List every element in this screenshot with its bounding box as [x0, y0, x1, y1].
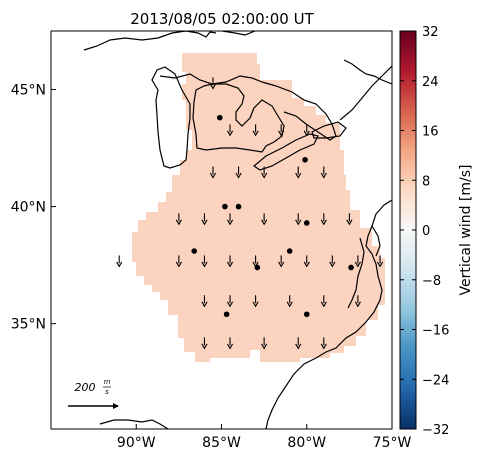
latitude-axis: 35°N 40°N 45°N	[11, 83, 56, 333]
gulf-coast-florida-panhandle	[99, 419, 169, 429]
colorbar-tick-label: 32	[422, 25, 439, 40]
reference-vector-unit-den: s	[105, 388, 109, 396]
colorbar-tick-label: 24	[422, 75, 439, 90]
wind-vector	[346, 213, 353, 226]
lake-superior-shore	[83, 31, 217, 51]
colorbar-ticks: 32 24 16 8 0 −8 −16 −24 −32	[400, 25, 449, 438]
atlantic-coast	[265, 199, 392, 429]
wind-vector	[116, 255, 123, 268]
wind-vector	[354, 255, 361, 268]
station-marker	[348, 264, 354, 271]
colorbar-tick-label: −24	[422, 373, 449, 388]
wind-vector	[329, 255, 336, 268]
coastlines	[83, 31, 392, 429]
wind-vector	[261, 337, 268, 350]
station-marker	[216, 114, 223, 121]
wind-vector	[175, 213, 182, 226]
station-markers	[191, 114, 354, 318]
colorbar-tick-label: −32	[422, 423, 449, 438]
wind-vector	[376, 255, 384, 268]
station-marker	[302, 156, 308, 163]
station-marker	[286, 248, 293, 254]
wind-vector	[226, 213, 234, 226]
colorbar-tick-label: −16	[422, 324, 449, 339]
lake-superior-upper-shore	[221, 31, 256, 36]
wind-vector	[226, 337, 234, 350]
delaware-bay	[371, 225, 381, 257]
station-marker	[222, 203, 228, 210]
wind-vector	[354, 295, 361, 308]
colorbar-label: Vertical wind [m/s]	[458, 165, 474, 296]
colorbar-tick-label: 16	[422, 125, 439, 140]
latitude-tick-label: 45°N	[11, 83, 46, 99]
wind-vector	[295, 337, 302, 350]
wind-vector	[286, 295, 293, 308]
wind-vector	[201, 337, 208, 350]
wind-vector	[209, 77, 217, 90]
colorbar-tick-label: 0	[422, 224, 430, 239]
longitude-axis: 90°W 85°W 80°W 75°W	[117, 424, 412, 451]
wind-vector	[320, 213, 327, 226]
colorbar-tick-label: 8	[422, 174, 430, 189]
colorbar-tick-label: −8	[422, 274, 441, 289]
map-area: 200 m s	[68, 31, 392, 429]
wind-vector	[303, 255, 310, 268]
wind-vector	[226, 255, 234, 268]
reference-vector-unit-num: m	[104, 378, 111, 386]
lake-michigan-west-shore	[151, 66, 191, 169]
wind-vector	[226, 295, 234, 308]
wind-vector	[175, 255, 182, 268]
latitude-tick-label: 40°N	[11, 200, 46, 216]
wind-vectors	[116, 77, 384, 350]
longitude-tick-label: 85°W	[202, 435, 241, 451]
chesapeake-bay	[347, 237, 365, 309]
wind-vector	[320, 166, 327, 179]
wind-vector	[252, 295, 259, 308]
wind-vector	[295, 166, 302, 179]
wind-vector	[201, 213, 208, 226]
station-marker	[254, 264, 261, 271]
vertical-wind-field	[132, 53, 385, 362]
wind-vector	[303, 124, 310, 137]
wind-vector	[278, 124, 285, 137]
longitude-tick-label: 90°W	[117, 435, 156, 451]
station-marker	[303, 220, 310, 226]
wind-vector	[201, 255, 208, 268]
station-marker	[235, 203, 242, 210]
wind-vector	[320, 295, 327, 308]
wind-vector	[235, 166, 242, 179]
wind-vector	[320, 337, 327, 350]
lake-erie-shore	[252, 133, 319, 171]
st-lawrence-shore	[339, 65, 392, 121]
michigan-lower-peninsula	[192, 83, 285, 153]
wind-vector	[261, 213, 268, 226]
station-marker	[303, 311, 310, 318]
wind-vector	[261, 166, 268, 179]
wind-vector	[278, 255, 285, 268]
wind-vector	[209, 166, 217, 179]
station-marker	[191, 248, 198, 254]
colorbar: 32 24 16 8 0 −8 −16 −24 −32 Vertical wind [m/s]	[399, 25, 474, 438]
lake-ontario-shore	[311, 121, 347, 139]
wind-vector	[226, 124, 234, 137]
reference-vector: 200 m s	[68, 378, 119, 409]
wind-vector	[252, 124, 259, 137]
longitude-tick-label: 75°W	[373, 435, 412, 451]
wind-vector	[201, 295, 208, 308]
chart-title: 2013/08/05 02:00:00 UT	[130, 10, 314, 28]
wind-vector	[295, 213, 302, 226]
latitude-tick-label: 35°N	[11, 317, 46, 333]
northeast-coast	[343, 59, 392, 85]
reference-vector-value: 200	[75, 381, 96, 394]
station-marker	[223, 311, 230, 318]
longitude-tick-label: 80°W	[287, 435, 326, 451]
